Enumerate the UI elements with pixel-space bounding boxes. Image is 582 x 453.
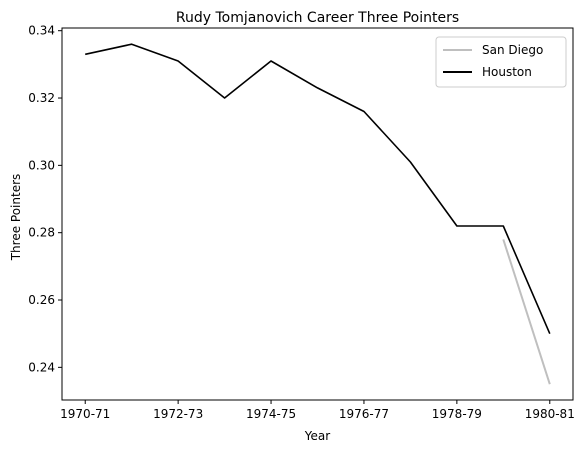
y-tick-label: 0.32 [28,91,55,105]
x-axis-label: Year [304,429,330,443]
x-tick-label: 1978-79 [432,407,482,421]
y-tick-label: 0.24 [28,360,55,374]
legend-label-san-diego: San Diego [482,43,543,57]
x-tick-label: 1980-81 [525,407,575,421]
y-tick-label: 0.26 [28,293,55,307]
plot-area: 1970-71 1972-73 1974-75 1976-77 1978-79 1980-… [28,24,575,421]
series-line-houston [85,43,551,335]
y-tick-label: 0.30 [28,158,55,172]
chart-title: Rudy Tomjanovich Career Three Pointers [176,10,459,26]
series-line-san-diego [502,239,551,385]
x-tick-label: 1976-77 [339,407,389,421]
y-axis-label: Three Pointers [9,174,23,262]
legend: San Diego Houston [435,36,567,88]
legend-label-houston: Houston [482,65,532,79]
x-tick-label: 1974-75 [246,407,296,421]
y-tick-label: 0.34 [28,24,55,38]
x-tick-label: 1970-71 [60,407,110,421]
x-tick-label: 1972-73 [153,407,203,421]
axes-frame [61,27,574,401]
y-tick-label: 0.28 [28,226,55,240]
